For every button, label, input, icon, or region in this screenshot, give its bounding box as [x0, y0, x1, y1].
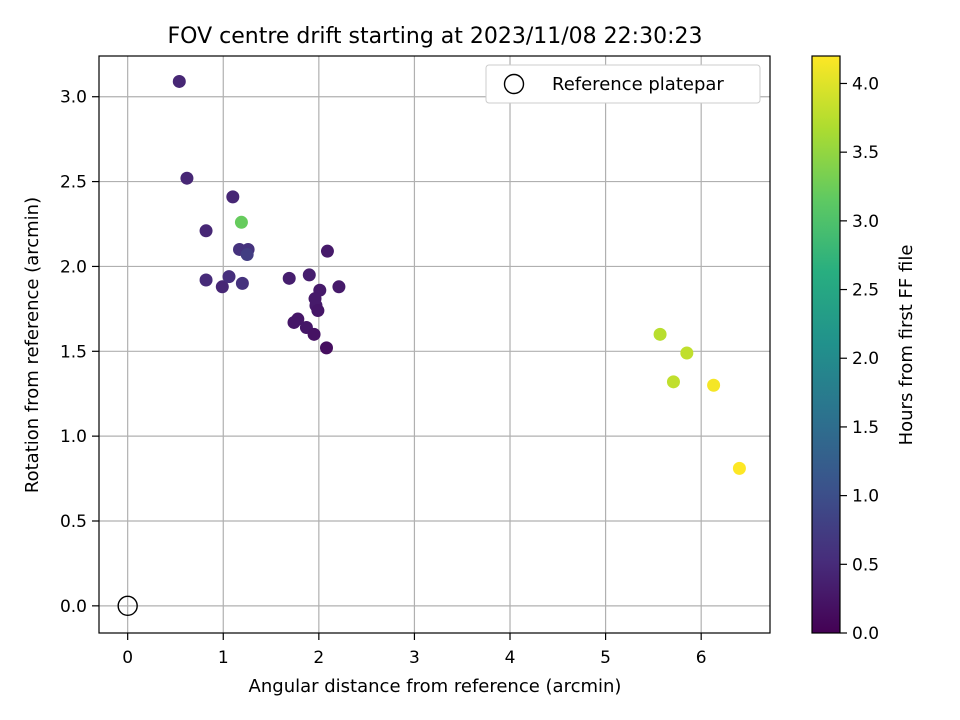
- colorbar-tick-label: 3.0: [852, 212, 879, 232]
- data-point: [319, 341, 333, 355]
- x-tick-label: 4: [505, 648, 516, 668]
- x-tick-label: 1: [218, 648, 229, 668]
- chart-title: FOV centre drift starting at 2023/11/08 …: [168, 24, 703, 49]
- data-point: [222, 270, 236, 284]
- colorbar-ticks: 0.0 0.5 1.0 1.5 2.0 2.5 3.0 3.5 4.0: [840, 74, 879, 644]
- data-point: [215, 280, 229, 294]
- y-axis-label: Rotation from reference (arcmin): [22, 197, 43, 493]
- data-point: [732, 461, 746, 475]
- colorbar-tick-label: 4.0: [852, 74, 879, 94]
- data-point: [666, 375, 680, 389]
- data-point: [287, 315, 301, 329]
- data-points: [172, 74, 746, 475]
- data-point: [180, 171, 194, 185]
- reference-marker: [117, 595, 138, 617]
- y-tick-label: 1.0: [60, 427, 87, 447]
- reference-platepar-point: [117, 595, 138, 617]
- colorbar-tick-label: 3.5: [852, 143, 879, 163]
- y-tick-label: 0.0: [60, 597, 87, 617]
- y-tick-label: 2.0: [60, 257, 87, 277]
- x-tick-label: 3: [409, 648, 420, 668]
- colorbar-tick-label: 2.0: [852, 349, 879, 369]
- data-point: [311, 304, 325, 318]
- data-point: [707, 378, 721, 392]
- x-tick-label: 0: [122, 648, 133, 668]
- plot-frame: [98, 55, 771, 634]
- gridlines: [99, 56, 770, 633]
- y-tick-label: 1.5: [60, 342, 87, 362]
- legend: Reference platepar: [485, 64, 761, 104]
- data-point: [302, 268, 316, 282]
- data-point: [235, 276, 249, 290]
- legend-open-circle-marker: [503, 73, 525, 95]
- colorbar-label: Hours from first FF file: [896, 245, 917, 446]
- x-tick-label: 6: [696, 648, 707, 668]
- x-axis-ticks: 0 1 2 3 4 5 6: [122, 633, 707, 668]
- colorbar-tick-label: 0.0: [852, 624, 879, 644]
- data-point: [332, 280, 346, 294]
- data-point: [653, 327, 667, 341]
- data-point: [172, 74, 186, 88]
- legend-label: Reference platepar: [552, 74, 724, 95]
- data-point: [199, 273, 213, 287]
- colorbar-tick-label: 1.5: [852, 418, 879, 438]
- data-point: [199, 224, 213, 238]
- x-axis-label: Angular distance from reference (arcmin): [249, 676, 622, 697]
- data-point: [680, 346, 694, 360]
- y-tick-label: 3.0: [60, 88, 87, 108]
- data-point: [234, 215, 248, 229]
- colorbar-tick-label: 2.5: [852, 281, 879, 301]
- data-point: [226, 190, 240, 204]
- x-tick-label: 2: [313, 648, 324, 668]
- data-point: [240, 248, 254, 262]
- legend-box: [485, 64, 761, 104]
- y-tick-label: 0.5: [60, 512, 87, 532]
- data-point: [307, 327, 321, 341]
- x-tick-label: 5: [600, 648, 611, 668]
- data-point: [282, 271, 296, 285]
- y-axis-ticks: 0.0 0.5 1.0 1.5 2.0 2.5 3.0: [60, 88, 99, 617]
- y-tick-label: 2.5: [60, 173, 87, 193]
- colorbar: [811, 55, 841, 634]
- colorbar-tick-label: 1.0: [852, 487, 879, 507]
- colorbar-tick-label: 0.5: [852, 555, 879, 575]
- data-point: [320, 244, 334, 258]
